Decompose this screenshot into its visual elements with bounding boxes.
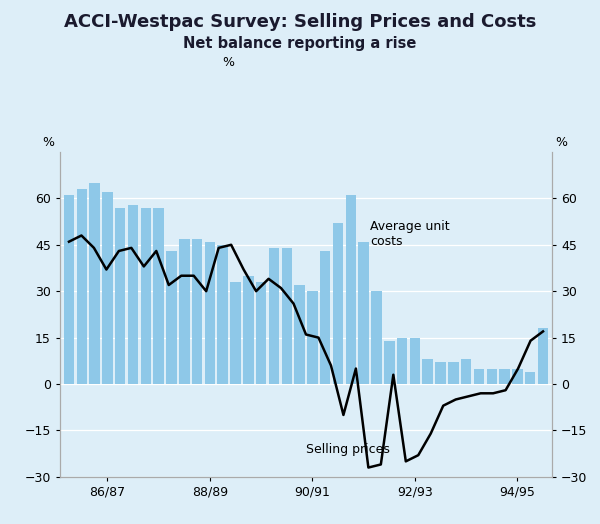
Bar [384,341,395,384]
Bar [397,337,407,384]
Bar [205,242,215,384]
Bar [538,329,548,384]
Text: Average unit
costs: Average unit costs [370,220,449,248]
Bar [435,363,446,384]
Text: %: % [42,136,54,149]
Bar [154,208,164,384]
Bar [295,285,305,384]
Bar [140,208,151,384]
Bar [102,192,113,384]
Bar [346,195,356,384]
Text: ACCI-Westpac Survey: Selling Prices and Costs: ACCI-Westpac Survey: Selling Prices and … [64,13,536,31]
Bar [89,183,100,384]
Bar [179,238,190,384]
Bar [256,282,266,384]
Bar [487,368,497,384]
Bar [128,204,138,384]
Bar [333,223,343,384]
Bar [512,368,523,384]
Bar [525,372,535,384]
Bar [474,368,484,384]
Bar [77,189,87,384]
Bar [448,363,458,384]
Bar [461,359,472,384]
Bar [230,282,241,384]
Bar [499,368,510,384]
Bar [64,195,74,384]
Text: Net balance reporting a rise: Net balance reporting a rise [184,36,416,51]
Bar [217,245,228,384]
Bar [358,242,369,384]
Bar [166,251,177,384]
Bar [115,208,125,384]
Bar [307,291,317,384]
Bar [192,238,202,384]
Bar [243,276,254,384]
Text: %: % [222,57,234,69]
Bar [371,291,382,384]
Bar [410,337,420,384]
Text: Selling prices: Selling prices [306,443,390,456]
Text: %: % [555,136,567,149]
Bar [422,359,433,384]
Bar [281,248,292,384]
Bar [269,248,279,384]
Bar [320,251,331,384]
